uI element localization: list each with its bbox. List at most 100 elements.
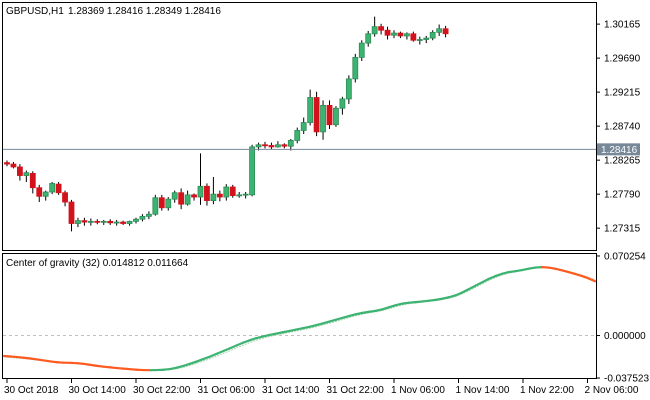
cog-segment [374, 308, 384, 312]
bear-candle-body [4, 162, 10, 165]
candle [326, 100, 333, 130]
cog-segment [394, 302, 404, 307]
cog-segment [188, 360, 198, 365]
candle [126, 220, 133, 226]
bull-candle-body [307, 97, 314, 123]
time-tick-label: 31 Oct 22:00 [327, 385, 385, 396]
cog-segment [281, 329, 291, 334]
candle [229, 184, 236, 198]
ohlc-readout: 1.28369 1.28416 1.28349 1.28416 [68, 6, 221, 17]
bear-candle-body [262, 144, 268, 147]
cog-segment [42, 359, 52, 363]
price-tick-label: 1.27790 [604, 190, 641, 201]
cog-segment [354, 311, 364, 316]
price-pane[interactable] [2, 2, 597, 251]
candle [133, 217, 139, 224]
cog-segment [122, 367, 132, 371]
bull-candle-body [358, 42, 365, 58]
bull-candle-body [210, 193, 217, 202]
bull-candle-body [126, 220, 133, 224]
cog-segment [268, 332, 278, 337]
candle [294, 127, 301, 144]
cog-segment [208, 352, 218, 358]
candle [197, 153, 204, 205]
candle [139, 214, 146, 222]
candle [287, 139, 294, 151]
cog-segment [22, 356, 32, 360]
indicator-tick-label: 0.000000 [604, 331, 646, 342]
bull-candle-body [23, 172, 30, 176]
cog-segment [175, 364, 185, 369]
candle [339, 96, 346, 115]
bull-candle-body [274, 144, 281, 148]
bull-candle-body [197, 185, 204, 198]
candle [204, 183, 210, 206]
cog-segment [434, 297, 444, 301]
indicator-tick-label: 0.070254 [604, 251, 646, 262]
candlestick-series [4, 16, 449, 232]
bear-candle-body [29, 172, 36, 189]
candle [68, 199, 75, 232]
bear-candle-body [16, 166, 23, 176]
candle [378, 23, 385, 35]
candle [94, 219, 101, 225]
cog-series [2, 266, 597, 372]
bear-candle-body [178, 192, 185, 205]
bull-candle-body [184, 194, 191, 205]
cog-segment [215, 350, 225, 355]
cog-segment [182, 362, 192, 367]
candle [216, 190, 223, 202]
indicator-title: Center of gravity (32) 0.014812 0.011664 [6, 258, 189, 269]
bull-candle-body [42, 191, 49, 197]
cog-segment [560, 269, 570, 274]
cog-segment [275, 331, 284, 335]
candle [352, 53, 359, 83]
bull-candle-body [365, 33, 372, 44]
candle [16, 164, 23, 181]
bear-candle-body [326, 104, 333, 126]
candle [262, 141, 268, 149]
bull-candle-body [294, 130, 301, 141]
cog-segment [16, 355, 26, 359]
bear-candle-body [442, 28, 449, 35]
candle [365, 30, 372, 47]
candle [442, 25, 449, 38]
bull-candle-body [87, 220, 94, 223]
cog-segment [514, 268, 524, 273]
price-tag [597, 143, 640, 156]
cog-segment [348, 313, 358, 318]
cog-segment [441, 296, 451, 300]
cog-segment [308, 324, 318, 328]
candle [100, 219, 107, 225]
candle [23, 170, 30, 182]
bull-candle-body [429, 31, 436, 39]
price-tag-label: 1.28416 [601, 145, 638, 156]
bull-candle-body [320, 104, 326, 133]
cog-segment [507, 270, 517, 274]
candle [397, 31, 404, 39]
bull-candle-body [139, 215, 146, 220]
cog-segment [500, 271, 510, 275]
candle [320, 100, 326, 140]
bear-candle-body [62, 192, 68, 203]
candle [429, 30, 436, 41]
candle [268, 142, 275, 150]
cog-segment [295, 327, 304, 331]
bull-candle-body [249, 146, 256, 196]
candle [423, 35, 430, 44]
bear-candle-body [397, 32, 404, 37]
candle [210, 176, 217, 205]
candle [36, 184, 43, 203]
bull-candle-body [100, 220, 107, 223]
cog-segment [321, 320, 331, 325]
bear-candle-body [94, 220, 101, 223]
candle [152, 194, 159, 216]
candle [403, 32, 410, 40]
bull-candle-body [133, 218, 139, 222]
cog-segment [248, 337, 258, 342]
bear-candle-body [216, 193, 223, 198]
cog-segment [195, 357, 205, 363]
candle [75, 217, 81, 228]
cog-segment [421, 299, 431, 303]
